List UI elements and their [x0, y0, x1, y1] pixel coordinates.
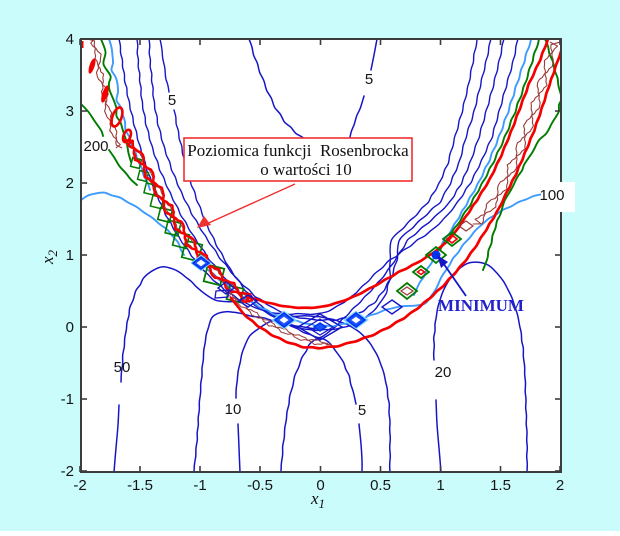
svg-text:50: 50 — [114, 359, 131, 376]
svg-text:5: 5 — [358, 402, 366, 419]
svg-text:100: 100 — [539, 187, 564, 204]
svg-text:1: 1 — [66, 247, 74, 264]
svg-text:0: 0 — [66, 319, 74, 336]
svg-text:5: 5 — [365, 71, 373, 88]
svg-text:2: 2 — [66, 175, 74, 192]
svg-text:-1.5: -1.5 — [127, 477, 153, 494]
svg-text:-1: -1 — [193, 477, 206, 494]
svg-text:MINIMUM: MINIMUM — [438, 296, 524, 315]
svg-text:1.5: 1.5 — [490, 477, 511, 494]
svg-text:1: 1 — [436, 477, 444, 494]
svg-text:-1: -1 — [61, 391, 74, 408]
svg-text:-2: -2 — [61, 463, 74, 480]
svg-text:10: 10 — [225, 401, 242, 418]
svg-text:0.5: 0.5 — [370, 477, 391, 494]
svg-text:Poziomica funkcji Rosenbrocka: Poziomica funkcji Rosenbrocka — [187, 141, 409, 160]
svg-text:5: 5 — [168, 92, 176, 109]
svg-text:3: 3 — [66, 103, 74, 120]
svg-text:0: 0 — [316, 477, 324, 494]
svg-text:o wartości 10: o wartości 10 — [260, 160, 352, 179]
svg-text:2: 2 — [556, 477, 564, 494]
svg-text:200: 200 — [83, 138, 108, 155]
svg-text:20: 20 — [435, 364, 452, 381]
svg-text:-0.5: -0.5 — [247, 477, 273, 494]
svg-text:4: 4 — [66, 31, 74, 48]
svg-text:-2: -2 — [73, 477, 86, 494]
